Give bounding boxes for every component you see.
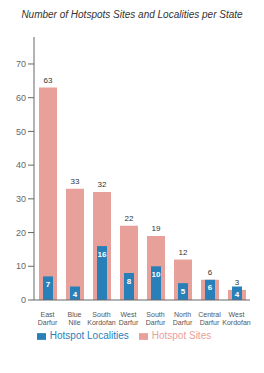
html-text:Hotspot Localities: Hotspot Localities <box>49 330 129 341</box>
svg-text:6: 6 <box>208 268 213 277</box>
svg-text:SouthDarfur: SouthDarfur <box>146 311 166 326</box>
svg-text:60: 60 <box>16 93 26 103</box>
svg-text:70: 70 <box>16 59 26 69</box>
svg-text:6: 6 <box>208 283 213 292</box>
svg-text:5: 5 <box>181 287 186 296</box>
svg-text:4: 4 <box>235 290 240 299</box>
svg-text:20: 20 <box>16 228 26 238</box>
svg-text:22: 22 <box>125 214 134 223</box>
svg-text:3: 3 <box>235 278 240 287</box>
svg-text:BlueNile: BlueNile <box>67 311 81 326</box>
svg-text:19: 19 <box>152 224 161 233</box>
svg-text:30: 30 <box>16 194 26 204</box>
svg-text:33: 33 <box>71 177 80 186</box>
svg-text:12: 12 <box>179 248 188 257</box>
svg-text:63: 63 <box>44 76 53 85</box>
svg-text:NorthDarfur: NorthDarfur <box>173 311 193 326</box>
svg-text:32: 32 <box>98 180 107 189</box>
svg-text:0: 0 <box>21 295 26 305</box>
svg-text:EastDarfur: EastDarfur <box>38 311 58 326</box>
svg-text:CentralDarfur: CentralDarfur <box>198 311 221 326</box>
svg-text:4: 4 <box>73 290 78 299</box>
svg-text:WestKordofan: WestKordofan <box>222 311 251 326</box>
svg-text:10: 10 <box>16 261 26 271</box>
svg-text:SouthKordofan: SouthKordofan <box>87 311 116 326</box>
svg-text:10: 10 <box>152 270 161 279</box>
svg-text:16: 16 <box>98 250 107 259</box>
svg-text:7: 7 <box>46 280 51 289</box>
svg-text:40: 40 <box>16 160 26 170</box>
svg-text:50: 50 <box>16 127 26 137</box>
svg-text:WestDarfur: WestDarfur <box>119 311 139 326</box>
html-text:Number of Hotspots Sites and L: Number of Hotspots Sites and Localities … <box>21 9 243 20</box>
html-text:Hotspot Sites: Hotspot Sites <box>151 330 212 341</box>
svg-text:8: 8 <box>127 277 132 286</box>
